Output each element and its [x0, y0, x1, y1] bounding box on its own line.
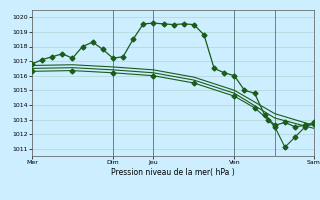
X-axis label: Pression niveau de la mer( hPa ): Pression niveau de la mer( hPa ): [111, 168, 235, 177]
